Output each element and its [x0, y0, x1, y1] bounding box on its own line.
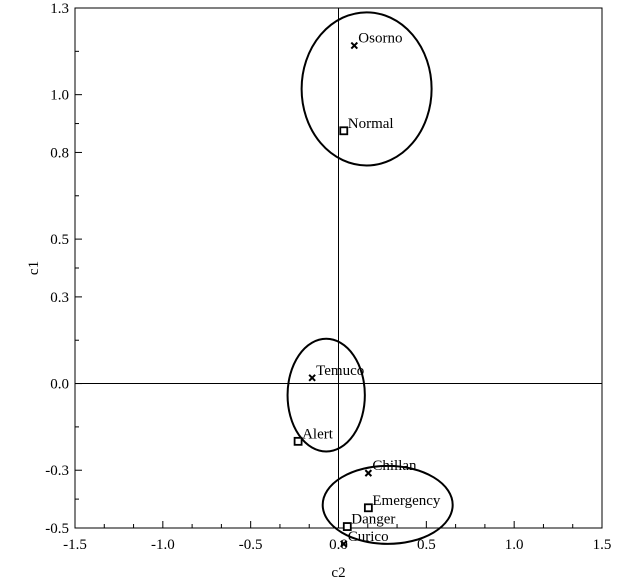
square-marker	[363, 503, 373, 513]
point-label: Alert	[302, 426, 334, 442]
x-tick-label: -1.5	[63, 537, 87, 553]
point-label: Danger	[351, 512, 395, 528]
x-tick-label: 1.0	[505, 537, 524, 553]
x-tick-label: 0.5	[417, 537, 436, 553]
y-tick-label: 0.5	[50, 232, 69, 248]
y-tick-label: 0.0	[50, 377, 69, 393]
x-tick-label: 0.0	[329, 537, 348, 553]
cross-stroke	[350, 41, 359, 50]
point-label: Chillan	[372, 458, 417, 474]
y-tick-label: -0.5	[45, 521, 69, 537]
y-tick-label: 1.0	[50, 88, 69, 104]
cross-stroke	[340, 540, 348, 548]
y-tick-label: 0.3	[50, 290, 69, 306]
data-points: Osorno Temuco Chillan Curico Normal Alert Emer…	[293, 31, 441, 548]
cross-stroke	[364, 469, 373, 477]
x-axis-title: c2	[331, 565, 345, 581]
cluster-ellipses	[286, 11, 454, 545]
cluster-ellipse	[321, 464, 454, 545]
y-tick-label: -0.3	[45, 463, 69, 479]
cluster-ellipse	[286, 337, 366, 453]
square-marker	[339, 126, 349, 136]
cross-stroke	[308, 374, 316, 382]
cross-marker	[340, 540, 348, 548]
x-tick-label: -0.5	[239, 537, 263, 553]
x-axis: -1.5 -1.0 -0.5 0.0 0.5 1.0 1.5	[63, 521, 611, 553]
cross-marker	[364, 469, 373, 477]
cluster-ellipse	[300, 11, 433, 167]
y-axis: -0.5 -0.3 0.0 0.3 0.5 0.8 1.0 1.3	[45, 1, 82, 537]
point-label: Temuco	[316, 363, 364, 379]
cross-marker	[350, 41, 359, 50]
point-label: Emergency	[372, 493, 441, 509]
reference-lines	[75, 8, 602, 528]
cross-marker	[308, 374, 316, 382]
point-label: Osorno	[358, 31, 402, 47]
point-label: Curico	[348, 529, 389, 545]
y-tick-label: 0.8	[50, 145, 69, 161]
point-label: Normal	[348, 116, 394, 132]
y-axis-title: c1	[26, 261, 42, 275]
square-marker	[342, 522, 352, 531]
y-tick-label: 1.3	[50, 1, 69, 17]
square-marker	[293, 436, 303, 446]
x-tick-label: 1.5	[593, 537, 612, 553]
x-tick-label: -1.0	[151, 537, 175, 553]
